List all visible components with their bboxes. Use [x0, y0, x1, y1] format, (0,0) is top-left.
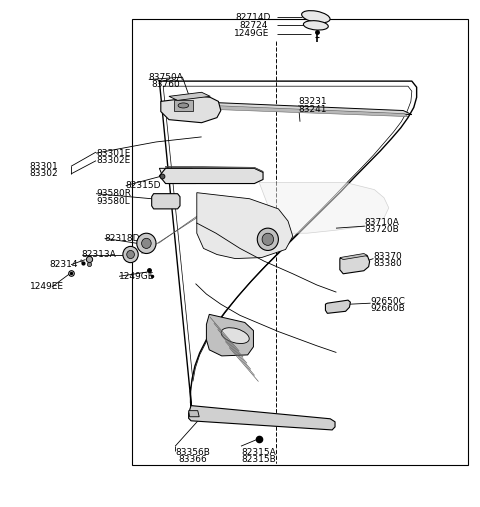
Text: 83750A: 83750A — [149, 73, 184, 82]
Text: 83370: 83370 — [373, 251, 402, 261]
Text: 82313A: 82313A — [82, 250, 116, 259]
Polygon shape — [169, 92, 210, 100]
Circle shape — [123, 246, 138, 263]
Polygon shape — [189, 411, 199, 417]
Polygon shape — [159, 168, 196, 184]
Circle shape — [262, 233, 274, 245]
Bar — [174, 100, 193, 111]
Text: 82318D: 82318D — [105, 234, 140, 243]
Ellipse shape — [221, 328, 249, 344]
Text: 1249GE: 1249GE — [119, 272, 155, 281]
Text: 83720B: 83720B — [365, 225, 399, 234]
Text: 82714D: 82714D — [235, 13, 271, 22]
Polygon shape — [206, 314, 253, 356]
Circle shape — [257, 228, 278, 250]
Polygon shape — [166, 166, 263, 172]
Ellipse shape — [303, 21, 328, 30]
Text: 82724: 82724 — [239, 21, 267, 30]
Text: 82315D: 82315D — [126, 181, 161, 190]
Ellipse shape — [301, 11, 330, 23]
Polygon shape — [197, 193, 293, 259]
Text: 92660B: 92660B — [371, 304, 405, 313]
Text: 83356B: 83356B — [175, 448, 210, 457]
Polygon shape — [259, 183, 389, 233]
Text: 82315A: 82315A — [241, 448, 276, 457]
Text: 83366: 83366 — [179, 455, 207, 464]
Text: 83301E: 83301E — [96, 149, 131, 158]
Text: 83710A: 83710A — [365, 218, 400, 227]
Bar — [132, 19, 468, 465]
Text: 93580R: 93580R — [96, 189, 131, 198]
Text: 83301: 83301 — [30, 162, 59, 171]
Polygon shape — [161, 96, 221, 123]
Text: 83302: 83302 — [30, 169, 59, 178]
Polygon shape — [325, 300, 350, 313]
Polygon shape — [211, 102, 412, 115]
Polygon shape — [340, 255, 370, 274]
Text: 83231: 83231 — [299, 97, 327, 106]
Polygon shape — [152, 194, 180, 209]
Polygon shape — [159, 168, 263, 184]
Text: 1249EE: 1249EE — [30, 282, 64, 292]
Text: 83380: 83380 — [373, 259, 402, 268]
Circle shape — [142, 238, 151, 248]
Text: 92650C: 92650C — [371, 297, 406, 306]
Text: 82314: 82314 — [49, 260, 77, 269]
Polygon shape — [340, 254, 368, 260]
Text: 1249GE: 1249GE — [234, 29, 270, 39]
Polygon shape — [212, 105, 408, 117]
Circle shape — [137, 233, 156, 254]
Text: 93580L: 93580L — [96, 197, 130, 206]
Ellipse shape — [178, 103, 189, 108]
Text: 83760: 83760 — [152, 80, 180, 89]
Circle shape — [127, 250, 134, 259]
Text: 83241: 83241 — [299, 104, 327, 114]
Text: 82315B: 82315B — [241, 455, 276, 464]
Text: 83302E: 83302E — [96, 156, 130, 165]
Polygon shape — [189, 406, 335, 430]
